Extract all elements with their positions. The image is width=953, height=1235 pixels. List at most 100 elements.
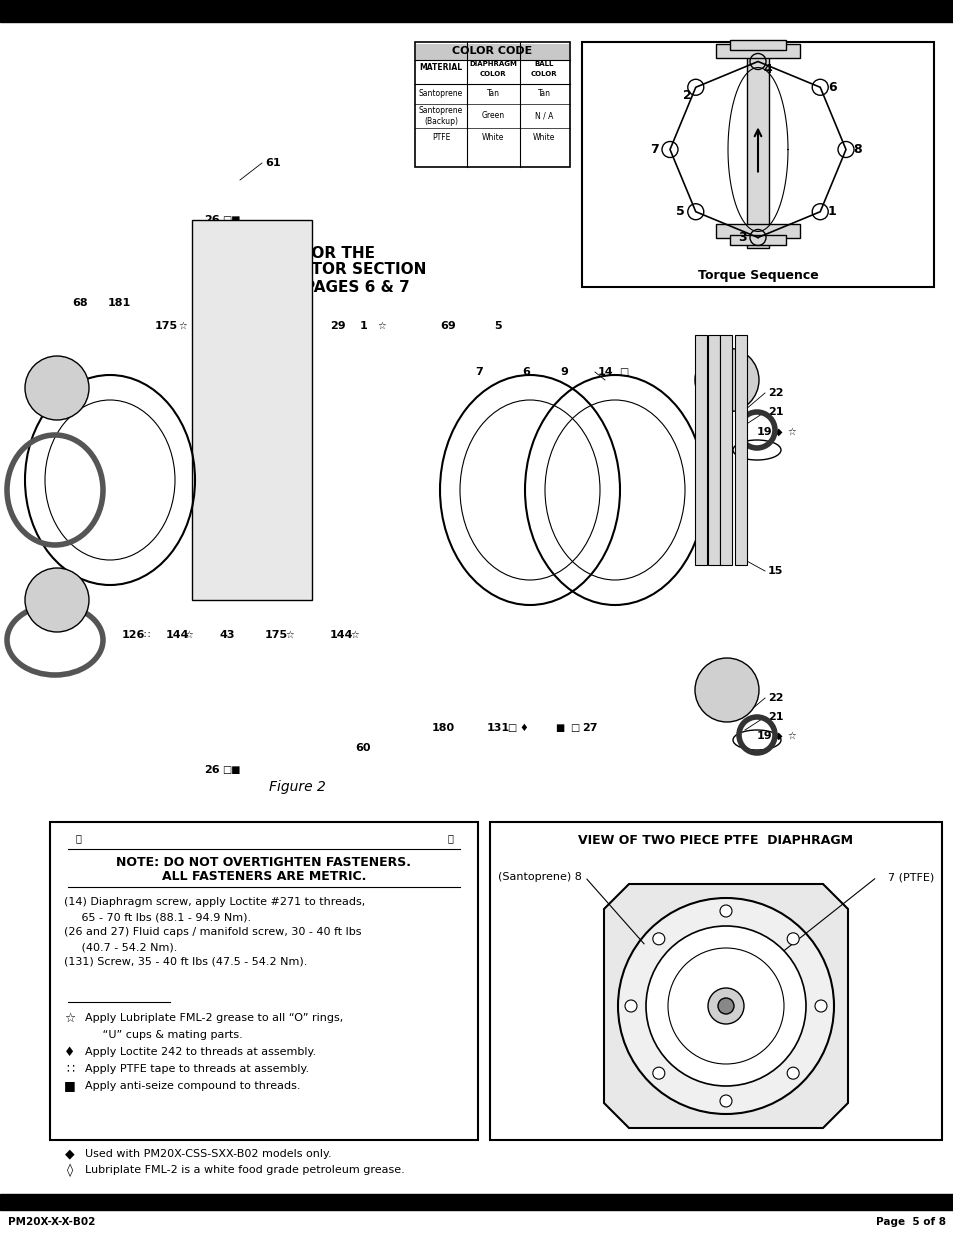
Text: ☆: ☆	[184, 630, 193, 640]
Circle shape	[720, 905, 731, 918]
Text: 21: 21	[767, 408, 782, 417]
Text: 7: 7	[650, 143, 659, 156]
Text: PTFE: PTFE	[432, 132, 450, 142]
Bar	[729, 40, 785, 49]
Text: 22: 22	[767, 388, 782, 398]
Text: 19: 19	[757, 427, 772, 437]
Text: Figure 2: Figure 2	[269, 781, 325, 794]
Bar	[716, 224, 800, 237]
Bar	[729, 235, 785, 245]
Text: Lubriplate FML-2 is a white food grade petroleum grease.: Lubriplate FML-2 is a white food grade p…	[85, 1165, 404, 1174]
Circle shape	[618, 898, 833, 1114]
Text: 144: 144	[166, 630, 190, 640]
Bar	[716, 43, 800, 58]
Text: White: White	[533, 132, 555, 142]
Bar	[0, 0, 953, 22]
Text: □: □	[569, 722, 578, 734]
Text: □■: □■	[222, 764, 240, 776]
Text: N / A: N / A	[535, 111, 553, 121]
Text: ■: ■	[555, 722, 563, 734]
Text: ☆: ☆	[285, 630, 294, 640]
Text: 1: 1	[827, 205, 836, 219]
Circle shape	[652, 1067, 664, 1079]
Text: Apply Lubriplate FML-2 grease to all “O” rings,: Apply Lubriplate FML-2 grease to all “O”…	[85, 1013, 343, 1023]
Text: 126: 126	[122, 630, 145, 640]
Circle shape	[25, 356, 89, 420]
Circle shape	[720, 1095, 731, 1107]
Text: 19: 19	[757, 731, 772, 741]
Bar	[707, 335, 720, 564]
Text: 🔧: 🔧	[75, 832, 81, 844]
Text: 9: 9	[559, 367, 567, 377]
Text: 60: 60	[355, 743, 370, 753]
Text: (131) Screw, 35 - 40 ft lbs (47.5 - 54.2 Nm).: (131) Screw, 35 - 40 ft lbs (47.5 - 54.2…	[64, 957, 307, 967]
Text: 70: 70	[227, 321, 242, 331]
Text: ◆: ◆	[774, 731, 781, 741]
Text: ☆: ☆	[786, 731, 795, 741]
Text: 181: 181	[108, 298, 132, 308]
Text: (40.7 - 54.2 Nm).: (40.7 - 54.2 Nm).	[64, 942, 177, 952]
Text: “U” cups & mating parts.: “U” cups & mating parts.	[85, 1030, 242, 1040]
Bar	[192, 220, 312, 600]
Text: 7 (PTFE): 7 (PTFE)	[887, 872, 933, 882]
Text: 131: 131	[486, 722, 510, 734]
Bar	[746, 47, 768, 247]
Text: 22: 22	[767, 693, 782, 703]
Text: ☆: ☆	[350, 630, 358, 640]
Text: Apply anti-seize compound to threads.: Apply anti-seize compound to threads.	[85, 1081, 300, 1091]
Text: COLOR: COLOR	[530, 70, 557, 77]
Text: NOTE: DO NOT OVERTIGHTEN FASTENERS.: NOTE: DO NOT OVERTIGHTEN FASTENERS.	[116, 856, 411, 868]
Text: Santoprene
(Backup): Santoprene (Backup)	[418, 106, 462, 126]
Text: 15: 15	[767, 566, 782, 576]
Text: ALL FASTENERS ARE METRIC.: ALL FASTENERS ARE METRIC.	[162, 869, 366, 883]
Text: ☆: ☆	[64, 1011, 75, 1025]
Bar	[720, 335, 731, 564]
Text: 68: 68	[71, 298, 88, 308]
Text: 180: 180	[432, 722, 455, 734]
Text: PM20X-X-X-B02: PM20X-X-X-B02	[8, 1216, 95, 1228]
Text: □: □	[618, 367, 628, 377]
Text: 175: 175	[154, 321, 178, 331]
Text: (Santoprene) 8: (Santoprene) 8	[497, 872, 581, 882]
Polygon shape	[603, 884, 847, 1128]
Text: 27: 27	[581, 722, 597, 734]
Bar	[490, 823, 941, 1140]
Text: (26 and 27) Fluid caps / manifold screw, 30 - 40 ft lbs: (26 and 27) Fluid caps / manifold screw,…	[64, 927, 361, 937]
Text: Tan: Tan	[537, 89, 550, 99]
Text: 1: 1	[359, 321, 367, 331]
Text: 21: 21	[767, 713, 782, 722]
Circle shape	[786, 1067, 799, 1079]
Text: ☆: ☆	[303, 321, 312, 331]
Bar	[415, 42, 569, 167]
Circle shape	[718, 998, 733, 1014]
Text: 4: 4	[762, 63, 772, 77]
Text: 5: 5	[676, 205, 684, 219]
Text: Tan: Tan	[486, 89, 499, 99]
Text: Apply PTFE tape to threads at assembly.: Apply PTFE tape to threads at assembly.	[85, 1065, 309, 1074]
Circle shape	[814, 1000, 826, 1011]
Text: White: White	[481, 132, 503, 142]
Text: 26: 26	[204, 215, 219, 225]
Bar	[695, 335, 706, 564]
Text: 🔧: 🔧	[447, 832, 453, 844]
Text: SEE PAGES 6 & 7: SEE PAGES 6 & 7	[266, 279, 409, 294]
Text: 61: 61	[265, 158, 280, 168]
Circle shape	[652, 932, 664, 945]
Text: ◆: ◆	[65, 1147, 74, 1161]
Text: FOR THE: FOR THE	[301, 246, 375, 261]
Text: COLOR: COLOR	[479, 70, 506, 77]
Text: 2: 2	[682, 89, 692, 101]
Bar	[581, 42, 933, 287]
Circle shape	[645, 926, 805, 1086]
Text: ♦: ♦	[64, 1046, 75, 1058]
Text: ◆: ◆	[774, 427, 781, 437]
Text: 69: 69	[439, 321, 456, 331]
Text: ■: ■	[64, 1079, 76, 1093]
Text: 26: 26	[204, 764, 219, 776]
Circle shape	[707, 988, 743, 1024]
Circle shape	[786, 932, 799, 945]
Bar	[0, 1194, 953, 1210]
Text: ∷: ∷	[143, 630, 149, 640]
Text: COLOR CODE: COLOR CODE	[452, 46, 532, 56]
Text: 8: 8	[853, 143, 862, 156]
